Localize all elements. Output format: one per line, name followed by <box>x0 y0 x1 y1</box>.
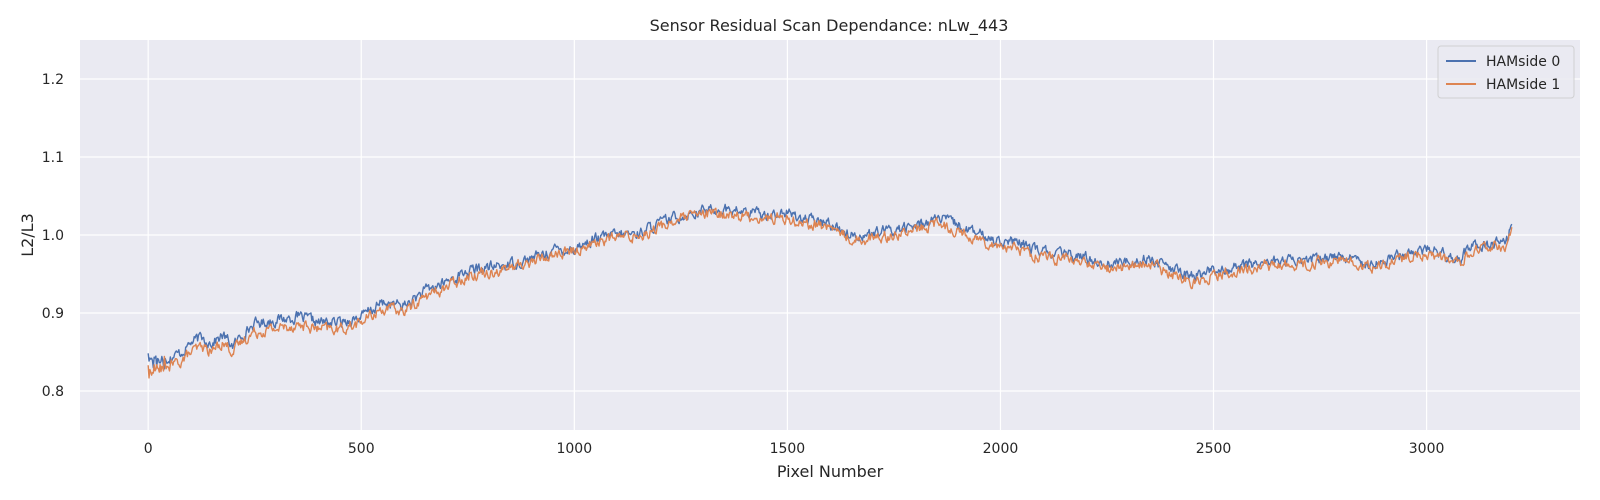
legend: HAMside 0 HAMside 1 <box>1437 45 1575 99</box>
y-axis-label: L2/L3 <box>18 213 37 257</box>
legend-label-hamside-1: HAMside 1 <box>1486 77 1560 93</box>
y-tick-label: 0.9 <box>42 306 64 322</box>
chart-title: Sensor Residual Scan Dependance: nLw_443 <box>650 16 1009 36</box>
x-tick-label: 1000 <box>556 441 592 457</box>
x-tick-label: 2000 <box>983 441 1019 457</box>
x-tick-label: 1500 <box>770 441 806 457</box>
x-tick-label: 500 <box>348 441 375 457</box>
x-tick-label: 0 <box>144 441 153 457</box>
x-tick-label: 3000 <box>1409 441 1445 457</box>
y-tick-labels: 0.8 0.9 1.0 1.1 1.2 <box>42 72 64 400</box>
legend-label-hamside-0: HAMside 0 <box>1486 54 1560 70</box>
gridlines <box>80 40 1580 430</box>
x-tick-label: 2500 <box>1196 441 1232 457</box>
x-axis-label: Pixel Number <box>777 462 884 481</box>
y-tick-label: 1.2 <box>42 72 64 88</box>
y-tick-label: 1.0 <box>42 228 64 244</box>
series-layer <box>147 203 1513 379</box>
series-line-hamside-1 <box>147 207 1513 379</box>
y-tick-label: 0.8 <box>42 384 64 400</box>
x-tick-labels: 0 500 1000 1500 2000 2500 3000 <box>144 441 1445 457</box>
y-tick-label: 1.1 <box>42 150 64 166</box>
